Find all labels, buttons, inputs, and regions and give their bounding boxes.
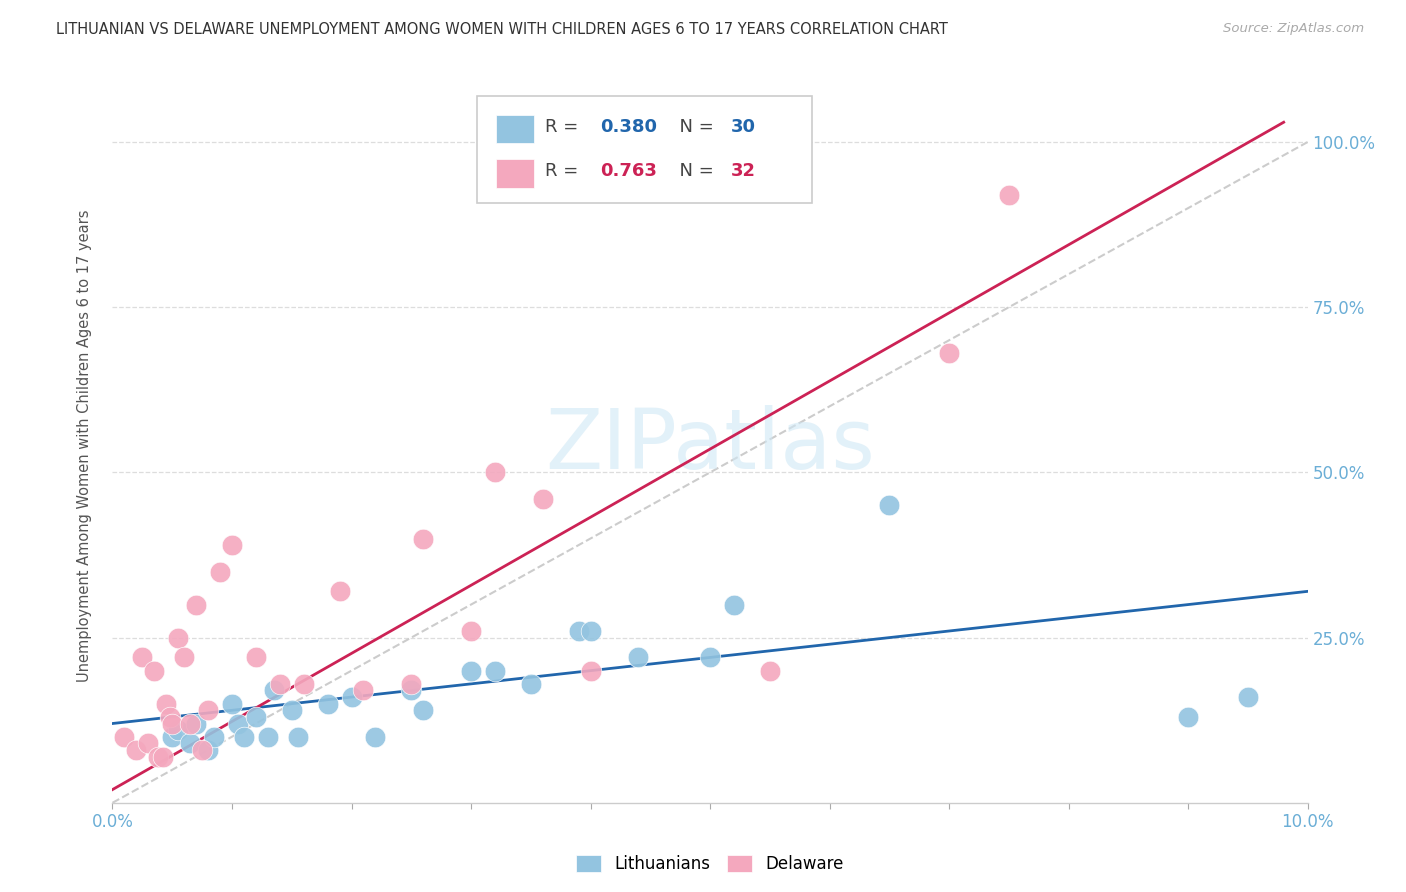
Delaware (179, 716, 201, 731)
Lithuanians (202, 730, 225, 744)
Text: 0.763: 0.763 (600, 162, 657, 180)
Lithuanians (412, 703, 434, 717)
Lithuanians (401, 683, 423, 698)
Lithuanians (316, 697, 339, 711)
Text: R =: R = (546, 118, 583, 136)
Text: Source: ZipAtlas.com: Source: ZipAtlas.com (1223, 22, 1364, 36)
Delaware (412, 532, 434, 546)
Lithuanians (245, 710, 267, 724)
Lithuanians (221, 697, 243, 711)
Lithuanians (197, 743, 219, 757)
Delaware (759, 664, 782, 678)
Delaware (155, 697, 177, 711)
Text: N =: N = (668, 118, 720, 136)
Delaware (114, 730, 135, 744)
Delaware (998, 188, 1021, 202)
Delaware (146, 749, 169, 764)
Lithuanians (579, 624, 602, 638)
Delaware (460, 624, 482, 638)
Lithuanians (460, 664, 482, 678)
Lithuanians (340, 690, 363, 704)
Delaware (131, 650, 153, 665)
Delaware (152, 749, 174, 764)
Delaware (938, 346, 960, 360)
Lithuanians (263, 683, 285, 698)
Delaware (191, 743, 214, 757)
Delaware (579, 664, 602, 678)
Text: 0.380: 0.380 (600, 118, 657, 136)
Delaware (531, 491, 554, 506)
Legend: Lithuanians, Delaware: Lithuanians, Delaware (569, 848, 851, 880)
Text: R =: R = (546, 162, 583, 180)
Delaware (401, 677, 423, 691)
Delaware (159, 710, 181, 724)
Lithuanians (699, 650, 721, 665)
Lithuanians (233, 730, 256, 744)
Delaware (143, 664, 166, 678)
Delaware (208, 565, 231, 579)
Text: LITHUANIAN VS DELAWARE UNEMPLOYMENT AMONG WOMEN WITH CHILDREN AGES 6 TO 17 YEARS: LITHUANIAN VS DELAWARE UNEMPLOYMENT AMON… (56, 22, 948, 37)
Delaware (186, 598, 208, 612)
Delaware (245, 650, 267, 665)
Lithuanians (281, 703, 304, 717)
Delaware (173, 650, 195, 665)
Delaware (125, 743, 148, 757)
Lithuanians (1237, 690, 1260, 704)
Delaware (352, 683, 374, 698)
Text: 32: 32 (730, 162, 755, 180)
FancyBboxPatch shape (477, 96, 811, 203)
Text: N =: N = (668, 162, 720, 180)
Delaware (197, 703, 219, 717)
Lithuanians (1177, 710, 1199, 724)
Lithuanians (226, 716, 249, 731)
Lithuanians (520, 677, 543, 691)
Lithuanians (567, 624, 591, 638)
Delaware (138, 736, 160, 750)
Lithuanians (877, 499, 900, 513)
Lithuanians (162, 730, 183, 744)
Lithuanians (484, 664, 506, 678)
Delaware (162, 716, 183, 731)
Delaware (292, 677, 315, 691)
Delaware (221, 538, 243, 552)
Lithuanians (627, 650, 650, 665)
Lithuanians (257, 730, 280, 744)
Lithuanians (167, 723, 190, 738)
Delaware (269, 677, 291, 691)
Y-axis label: Unemployment Among Women with Children Ages 6 to 17 years: Unemployment Among Women with Children A… (77, 210, 91, 682)
FancyBboxPatch shape (496, 159, 534, 187)
Lithuanians (186, 716, 208, 731)
FancyBboxPatch shape (496, 115, 534, 144)
Lithuanians (723, 598, 745, 612)
Delaware (484, 466, 506, 480)
Lithuanians (179, 736, 201, 750)
Delaware (328, 584, 352, 599)
Lithuanians (364, 730, 387, 744)
Text: ZIPatlas: ZIPatlas (546, 406, 875, 486)
Lithuanians (287, 730, 309, 744)
Text: 30: 30 (730, 118, 755, 136)
Delaware (167, 631, 190, 645)
